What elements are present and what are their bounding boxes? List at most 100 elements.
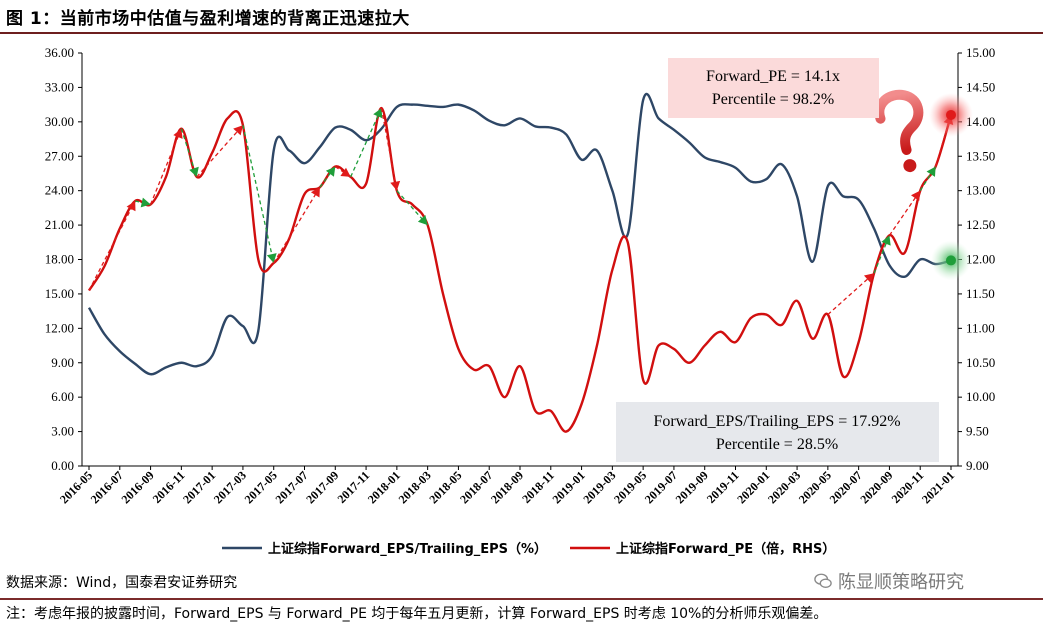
watermark: 陈显顺策略研究 bbox=[814, 568, 964, 594]
x-tick-label: 2018-01 bbox=[365, 468, 403, 506]
annotations: Forward_PE = 14.1x Percentile = 98.2% Fo… bbox=[616, 58, 939, 462]
x-tick-label: 2018-05 bbox=[426, 468, 464, 506]
y-right-tick-label: 9.00 bbox=[966, 458, 989, 473]
x-tick-label: 2019-05 bbox=[611, 468, 649, 506]
wechat-icon bbox=[814, 573, 832, 588]
y-left-tick-label: 33.00 bbox=[45, 79, 74, 94]
y-left-tick-label: 24.00 bbox=[45, 183, 74, 198]
x-tick-label: 2016-09 bbox=[119, 468, 157, 506]
x-tick-label: 2019-03 bbox=[580, 468, 618, 506]
y-right-tick-label: 12.50 bbox=[966, 217, 995, 232]
footnote: 注：考虑年报的披露时间，Forward_EPS 与 Forward_PE 均于每… bbox=[6, 606, 828, 622]
y-right-tick-label: 9.50 bbox=[966, 424, 989, 439]
x-tick-label: 2017-05 bbox=[242, 468, 280, 506]
y-left-tick-label: 15.00 bbox=[45, 286, 74, 301]
title-rule bbox=[0, 32, 1043, 34]
trend-up-dash bbox=[827, 272, 875, 316]
trend-up-dash bbox=[196, 124, 244, 178]
trend-up-arrowhead bbox=[126, 200, 136, 212]
data-source: 数据来源：Wind，国泰君安证券研究 bbox=[6, 575, 238, 591]
x-tick-label: 2017-01 bbox=[180, 468, 218, 506]
y-right-tick-label: 11.50 bbox=[966, 286, 995, 301]
pe-annotation-box bbox=[668, 58, 879, 118]
trend-up-arrowhead bbox=[910, 190, 921, 201]
x-tick-label: 2016-05 bbox=[57, 468, 95, 506]
trend-down-arrowhead bbox=[926, 166, 936, 177]
question-mark-icon bbox=[874, 89, 924, 173]
x-tick-label: 2018-07 bbox=[457, 468, 495, 506]
trend-down-arrowhead bbox=[417, 215, 428, 226]
y-left-tick-label: 21.00 bbox=[45, 217, 74, 232]
pe-series-line bbox=[87, 106, 953, 433]
y-right-tick-label: 13.00 bbox=[966, 183, 995, 198]
chart-lines bbox=[87, 92, 953, 433]
y-left-tick-label: 3.00 bbox=[51, 424, 74, 439]
footer-rule bbox=[0, 598, 1043, 600]
y-right-tick-label: 10.50 bbox=[966, 355, 995, 370]
x-tick-label: 2018-09 bbox=[488, 468, 526, 506]
x-tick-label: 2019-11 bbox=[704, 468, 742, 506]
y-right-tick-label: 14.00 bbox=[966, 114, 995, 129]
legend-eps-label: 上证综指Forward_EPS/Trailing_EPS（%） bbox=[268, 541, 547, 557]
x-tick-label: 2019-01 bbox=[550, 468, 588, 506]
question-mark-stroke bbox=[874, 89, 924, 155]
x-tick-label: 2020-01 bbox=[734, 468, 772, 506]
x-tick-label: 2017-11 bbox=[334, 468, 372, 506]
pe-latest-point bbox=[946, 109, 956, 120]
y-left-tick-label: 12.00 bbox=[45, 320, 74, 335]
eps-annotation-box bbox=[616, 402, 939, 462]
x-tick-label: 2017-09 bbox=[303, 468, 341, 506]
y-right-tick-label: 14.50 bbox=[966, 79, 995, 94]
chart-svg: 0.00 3.00 6.00 9.00 12.00 15.00 18.00 21.00 24.0… bbox=[45, 45, 996, 557]
x-tick-label: 2020-07 bbox=[827, 468, 865, 506]
trend-down-arrowhead bbox=[881, 235, 891, 246]
eps-latest-point bbox=[946, 255, 956, 266]
trend-down-arrowhead bbox=[266, 253, 277, 263]
pe-annotation-line2: Percentile = 98.2% bbox=[712, 91, 834, 108]
trend-up-dash bbox=[888, 190, 921, 236]
x-tick-label: 2017-03 bbox=[211, 468, 249, 506]
y-right-tick-label: 11.00 bbox=[966, 320, 995, 335]
x-tick-label: 2019-09 bbox=[673, 468, 711, 506]
x-tick-label: 2020-03 bbox=[765, 468, 803, 506]
trend-down-dash bbox=[350, 107, 383, 178]
eps-series-line bbox=[87, 92, 952, 376]
trend-up-arrowhead bbox=[310, 187, 320, 198]
y-left-tick-label: 6.00 bbox=[51, 389, 74, 404]
chart-decor bbox=[874, 89, 973, 281]
trend-down-dash bbox=[242, 125, 275, 264]
trend-up-dash bbox=[273, 186, 321, 264]
watermark-label: 陈显顺策略研究 bbox=[838, 572, 964, 593]
eps-annotation-line2: Percentile = 28.5% bbox=[716, 436, 838, 453]
eps-annotation-line1: Forward_EPS/Trailing_EPS = 17.92% bbox=[653, 413, 900, 430]
trend-down-arrowhead bbox=[140, 197, 151, 208]
trend-up-dash bbox=[380, 107, 398, 191]
trend-up-arrowhead bbox=[233, 125, 243, 136]
x-tick-label: 2021-01 bbox=[919, 468, 957, 506]
trend-up-arrowhead bbox=[863, 273, 875, 283]
y-right-tick-label: 12.00 bbox=[966, 252, 995, 267]
y-left-tick-label: 36.00 bbox=[45, 45, 74, 60]
trend-up-arrowhead bbox=[390, 180, 401, 191]
y-right-tick-label: 10.00 bbox=[966, 389, 995, 404]
y-right-tick-label: 15.00 bbox=[966, 45, 995, 60]
x-tick-label: 2018-11 bbox=[519, 468, 557, 506]
trend-up-arrowhead bbox=[340, 167, 351, 177]
chart-legend: 上证综指Forward_EPS/Trailing_EPS（%） 上证综指Forw… bbox=[222, 541, 835, 557]
x-tick-label: 2019-07 bbox=[642, 468, 680, 506]
x-tick-label: 2017-07 bbox=[272, 468, 310, 506]
x-tick-label: 2020-09 bbox=[857, 468, 895, 506]
trend-up-arrowhead bbox=[173, 128, 183, 139]
x-tick-label: 2020-05 bbox=[796, 468, 834, 506]
x-tick-label: 2018-03 bbox=[396, 468, 434, 506]
question-mark-dot bbox=[903, 159, 917, 173]
y-left-tick-label: 27.00 bbox=[45, 148, 74, 163]
trend-up-dash bbox=[88, 200, 136, 291]
trend-down-arrowhead bbox=[325, 166, 336, 177]
y-left-tick-label: 0.00 bbox=[51, 458, 74, 473]
x-tick-label: 2016-07 bbox=[88, 468, 126, 506]
x-tick-label: 2016-11 bbox=[150, 468, 188, 506]
y-right-tick-label: 13.50 bbox=[966, 148, 995, 163]
pe-annotation-line1: Forward_PE = 14.1x bbox=[706, 68, 840, 85]
legend-pe-label: 上证综指Forward_PE（倍，RHS） bbox=[616, 541, 835, 557]
